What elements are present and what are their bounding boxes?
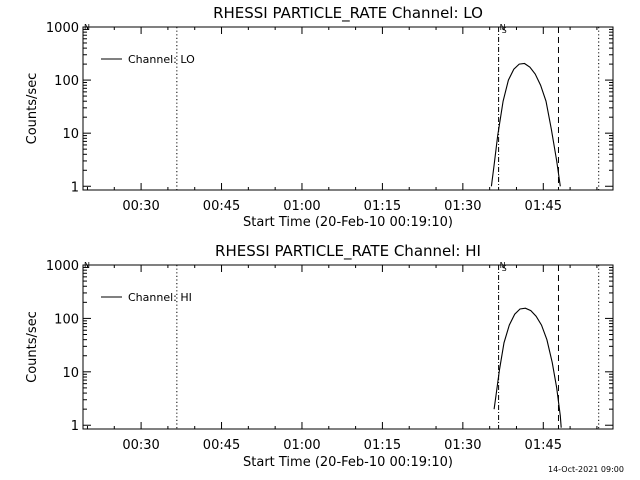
marker-label-edge: N	[84, 23, 90, 32]
x-tick-label: 00:45	[203, 199, 240, 214]
x-tick-label: 01:30	[444, 199, 481, 214]
marker-label-top: S	[502, 26, 507, 35]
x-axis-label: Start Time (20-Feb-10 00:19:10)	[243, 215, 453, 230]
x-tick-label: 00:30	[122, 199, 159, 214]
x-tick-label: 01:45	[525, 199, 562, 214]
series-line-channel-lo	[490, 62, 561, 187]
chart-title: RHESSI PARTICLE_RATE Channel: LO	[213, 4, 483, 23]
x-tick-label: 01:30	[444, 438, 481, 453]
marker-label-top: N	[500, 23, 506, 32]
x-tick-label: 01:00	[283, 438, 320, 453]
x-tick-label: 01:15	[364, 199, 401, 214]
legend-label: Channel: LO	[128, 53, 195, 66]
x-tick-label: 00:30	[122, 438, 159, 453]
legend-label: Channel: HI	[128, 291, 192, 304]
plot-frame	[82, 264, 614, 430]
y-tick-label: 1	[71, 180, 79, 195]
x-axis-label: Start Time (20-Feb-10 00:19:10)	[243, 455, 453, 470]
marker-label-edge: N	[84, 261, 90, 270]
footer-date-stamp: 14-Oct-2021 09:00	[548, 465, 624, 474]
x-tick-label: 01:15	[364, 438, 401, 453]
marker-label-top: N	[500, 261, 506, 270]
y-tick-label: 10	[62, 366, 79, 381]
y-tick-label: 100	[54, 312, 79, 327]
y-tick-label: 1000	[46, 259, 79, 274]
y-axis-label: Counts/sec	[25, 311, 40, 383]
plot-frame	[82, 26, 614, 191]
y-tick-label: 10	[62, 127, 79, 142]
y-axis-label: Counts/sec	[25, 73, 40, 145]
marker-label-top: S	[502, 264, 507, 273]
x-tick-label: 01:45	[525, 438, 562, 453]
x-tick-label: 00:45	[203, 438, 240, 453]
chart-title: RHESSI PARTICLE_RATE Channel: HI	[215, 242, 481, 261]
y-tick-label: 1000	[46, 21, 79, 36]
x-tick-label: 01:00	[283, 199, 320, 214]
series-line-channel-hi	[493, 307, 562, 428]
y-tick-label: 1	[71, 419, 79, 434]
y-tick-label: 100	[54, 74, 79, 89]
